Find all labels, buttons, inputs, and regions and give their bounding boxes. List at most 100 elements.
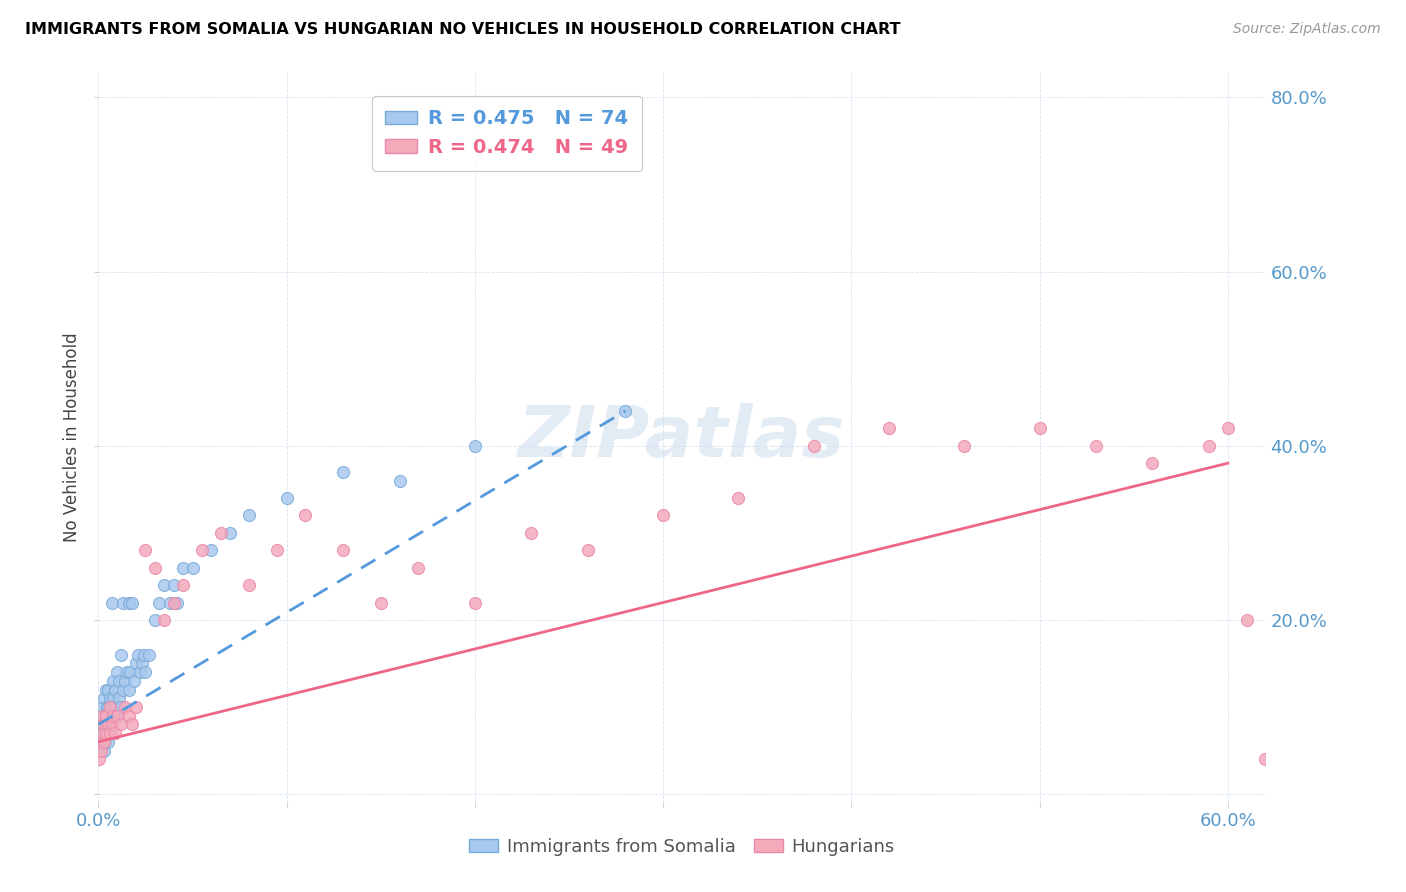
Point [238,578,260,592]
Point [103,708,125,723]
Point [576,543,599,558]
Point [143,613,166,627]
Point [134,543,156,558]
Point [128,665,150,680]
Point [148,595,170,609]
Point [652,508,675,523]
Point [121,717,143,731]
Point [953,439,976,453]
Point [877,421,900,435]
Point [105,665,128,680]
Point [153,578,176,592]
Text: Source: ZipAtlas.com: Source: ZipAtlas.com [1233,22,1381,37]
Point [89,752,111,766]
Point [97,735,120,749]
Point [100,717,122,731]
Point [98,708,121,723]
Point [1254,752,1277,766]
Y-axis label: No Vehicles in Household: No Vehicles in Household [63,332,82,542]
Point [94,726,117,740]
Point [100,595,122,609]
Point [104,726,127,740]
Point [163,595,186,609]
Point [103,708,125,723]
Point [110,700,132,714]
Point [94,708,117,723]
Point [115,665,138,680]
Point [104,682,127,697]
Point [181,560,204,574]
Point [219,525,242,540]
Point [120,665,142,680]
Point [91,726,114,740]
Point [110,648,132,662]
Point [91,708,114,723]
Point [464,595,486,609]
Point [1236,613,1258,627]
Point [122,673,145,688]
Point [1198,439,1220,453]
Point [105,708,128,723]
Point [191,543,214,558]
Point [163,578,186,592]
Point [132,648,155,662]
Point [125,700,148,714]
Point [97,717,120,731]
Point [159,595,181,609]
Point [1142,456,1164,470]
Point [98,691,121,706]
Point [388,474,411,488]
Point [89,735,111,749]
Point [89,735,111,749]
Point [125,657,148,671]
Point [464,439,486,453]
Point [138,648,160,662]
Point [127,648,149,662]
Point [131,657,153,671]
Point [172,560,194,574]
Point [172,578,194,592]
Point [114,673,136,688]
Point [153,613,176,627]
Point [94,735,117,749]
Point [276,491,298,505]
Point [408,560,430,574]
Point [90,708,112,723]
Point [614,404,637,418]
Point [96,700,118,714]
Point [98,726,121,740]
Point [91,726,114,740]
Point [90,743,112,757]
Point [143,560,166,574]
Point [332,465,354,479]
Point [114,700,136,714]
Point [98,726,121,740]
Point [89,743,111,757]
Point [108,691,131,706]
Point [1216,421,1239,435]
Point [90,726,112,740]
Point [94,708,117,723]
Point [105,708,128,723]
Point [111,595,134,609]
Point [238,508,260,523]
Point [91,717,114,731]
Point [93,735,115,749]
Point [117,682,139,697]
Point [91,708,114,723]
Legend: Immigrants from Somalia, Hungarians: Immigrants from Somalia, Hungarians [461,830,903,863]
Point [209,525,232,540]
Point [111,682,134,697]
Point [94,682,117,697]
Point [294,508,316,523]
Point [96,717,118,731]
Point [803,439,825,453]
Point [117,708,139,723]
Point [97,682,120,697]
Point [1085,439,1108,453]
Point [117,595,139,609]
Point [104,700,127,714]
Point [100,700,122,714]
Point [100,717,122,731]
Point [266,543,288,558]
